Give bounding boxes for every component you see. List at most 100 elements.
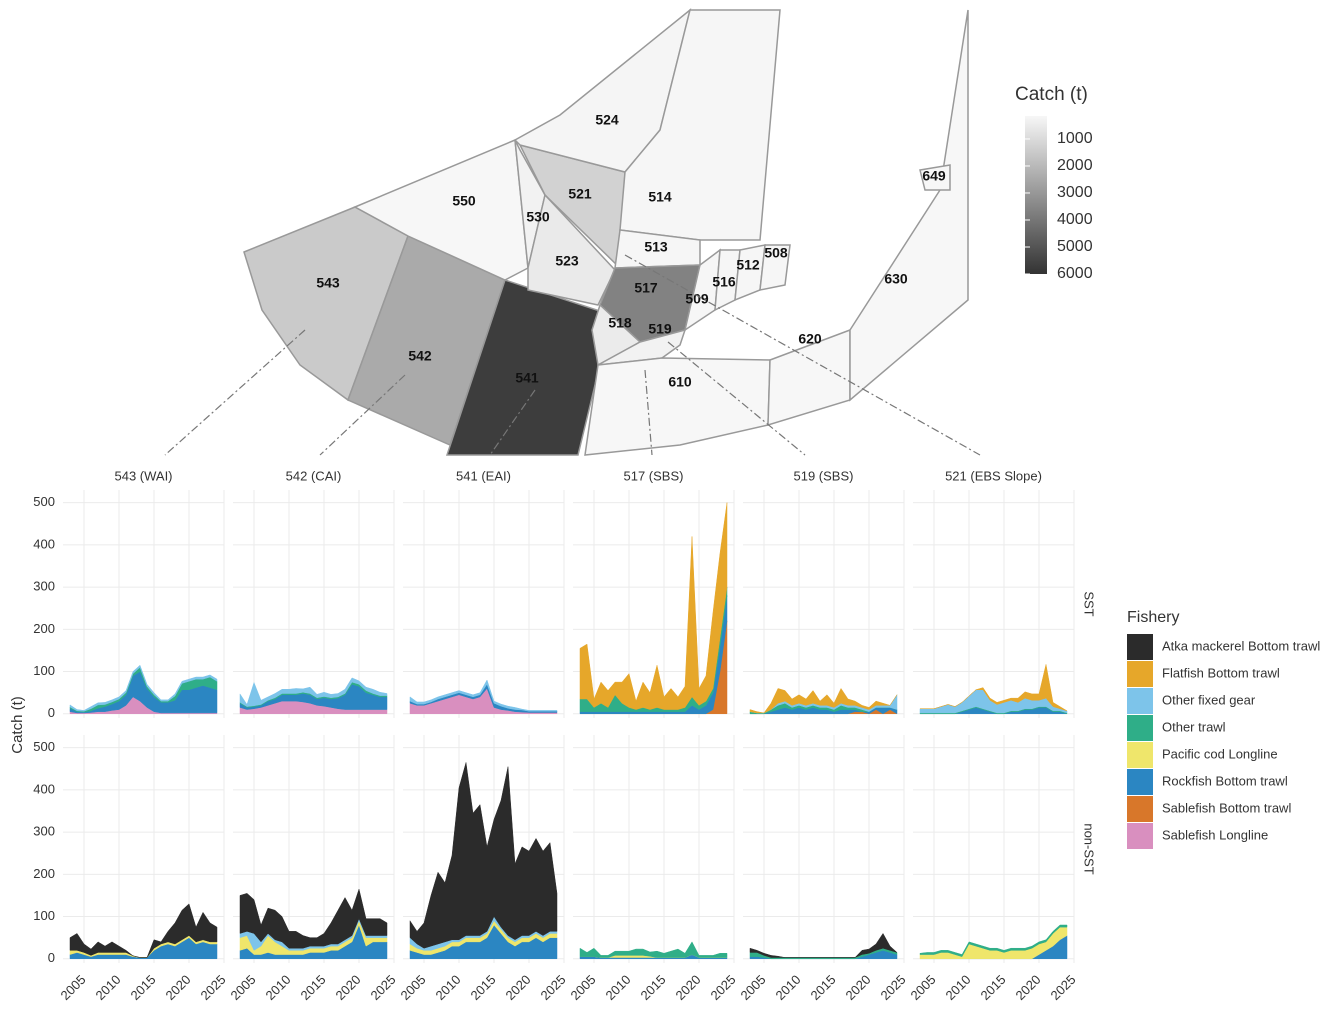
- region-label: 524: [595, 112, 619, 128]
- strip-label: 517 (SBS): [624, 468, 684, 483]
- region-label: 550: [452, 193, 476, 209]
- y-tick-label: 0: [48, 950, 55, 965]
- x-tick-label: 2010: [942, 972, 973, 1003]
- strip-label: 521 (EBS Slope): [945, 468, 1042, 483]
- region-label: 541: [515, 370, 539, 386]
- connector: [319, 374, 406, 456]
- x-tick-label: 2010: [772, 972, 803, 1003]
- x-tick-label: 2015: [977, 972, 1008, 1003]
- region-label: 630: [884, 271, 908, 287]
- strip-label: 541 (EAI): [456, 468, 511, 483]
- region-label: 518: [608, 315, 632, 331]
- area-layer: [239, 677, 388, 707]
- x-tick-label: 2005: [907, 972, 938, 1003]
- area-layer: [69, 664, 218, 712]
- connector: [644, 369, 653, 456]
- strip-label: SST: [1082, 591, 1097, 616]
- legend-label: Sablefish Longline: [1162, 827, 1268, 842]
- map-region: [527, 193, 616, 306]
- area-layer: [239, 888, 388, 949]
- strip-label: 542 (CAI): [286, 468, 342, 483]
- x-tick-label: 2010: [262, 972, 293, 1003]
- legend-key: [1127, 742, 1153, 768]
- strip-label: 543 (WAI): [114, 468, 172, 483]
- region-label: 610: [668, 374, 692, 390]
- x-tick-label: 2015: [807, 972, 838, 1003]
- x-tick-label: 2015: [127, 972, 158, 1003]
- legend-label: Pacific cod Longline: [1162, 746, 1278, 761]
- region-label: 517: [634, 280, 658, 296]
- x-tick-label: 2020: [672, 972, 703, 1003]
- y-tick-label: 500: [33, 739, 55, 754]
- y-tick-label: 400: [33, 781, 55, 796]
- strip-label: 519 (SBS): [794, 468, 854, 483]
- legend-key: [1127, 796, 1153, 822]
- legend-label: Rockfish Bottom trawl: [1162, 773, 1288, 788]
- area-layer: [409, 679, 558, 712]
- area-layer: [409, 762, 558, 949]
- colorbar-tick-label: 4000: [1057, 211, 1093, 228]
- map-region: [759, 244, 791, 291]
- strip-label: non-SST: [1082, 823, 1097, 874]
- legend-key: [1127, 634, 1153, 660]
- y-tick-label: 100: [33, 908, 55, 923]
- region-label: 512: [736, 257, 760, 273]
- connector: [489, 389, 536, 456]
- y-tick-label: 200: [33, 866, 55, 881]
- legend-key: [1127, 688, 1153, 714]
- x-tick-label: 2025: [197, 972, 228, 1003]
- region-label: 516: [712, 274, 736, 290]
- colorbar-tick-label: 5000: [1057, 238, 1093, 255]
- map-region: [584, 357, 771, 456]
- y-axis-label: Catch (t): [9, 696, 26, 754]
- colorbar-tick-label: 3000: [1057, 184, 1093, 201]
- x-tick-label: 2020: [502, 972, 533, 1003]
- x-tick-label: 2025: [537, 972, 568, 1003]
- x-tick-label: 2015: [467, 972, 498, 1003]
- connector-lines: [164, 254, 981, 456]
- region-label: 513: [644, 239, 668, 255]
- legend-key: [1127, 661, 1153, 687]
- legend-key: [1127, 769, 1153, 795]
- region-label: 521: [568, 186, 592, 202]
- x-tick-label: 2015: [637, 972, 668, 1003]
- region-label: 543: [316, 275, 340, 291]
- y-tick-label: 300: [33, 824, 55, 839]
- area-layer: [749, 687, 898, 714]
- colorbar: [1025, 116, 1047, 274]
- connector: [667, 341, 806, 456]
- map-region: [597, 328, 687, 366]
- y-tick-label: 100: [33, 663, 55, 678]
- area-layer: [920, 664, 1068, 712]
- x-tick-label: 2025: [367, 972, 398, 1003]
- legend-label: Flatfish Bottom trawl: [1162, 665, 1280, 680]
- area-layer: [919, 924, 1068, 957]
- legend-title: Fishery: [1127, 609, 1179, 626]
- colorbar-tick-label: 1000: [1057, 130, 1093, 147]
- region-label: 620: [798, 331, 822, 347]
- y-tick-label: 400: [33, 536, 55, 551]
- connector: [164, 329, 306, 456]
- x-tick-label: 2010: [432, 972, 463, 1003]
- legend-key: [1127, 715, 1153, 741]
- region-label: 508: [764, 245, 788, 261]
- region-label: 523: [555, 253, 579, 269]
- map-region: [353, 138, 529, 281]
- x-tick-label: 2020: [1012, 972, 1043, 1003]
- x-tick-label: 2005: [227, 972, 258, 1003]
- legend-label: Atka mackerel Bottom trawl: [1162, 638, 1320, 653]
- x-tick-label: 2005: [397, 972, 428, 1003]
- x-tick-label: 2010: [92, 972, 123, 1003]
- legend-label: Sablefish Bottom trawl: [1162, 800, 1291, 815]
- x-tick-label: 2025: [707, 972, 738, 1003]
- area-layer: [579, 502, 728, 710]
- y-tick-label: 300: [33, 579, 55, 594]
- legend-key: [1127, 823, 1153, 849]
- region-label: 519: [648, 321, 672, 337]
- x-tick-label: 2025: [1047, 972, 1078, 1003]
- x-tick-label: 2005: [737, 972, 768, 1003]
- legend-label: Other trawl: [1162, 719, 1226, 734]
- area-layer: [749, 932, 898, 958]
